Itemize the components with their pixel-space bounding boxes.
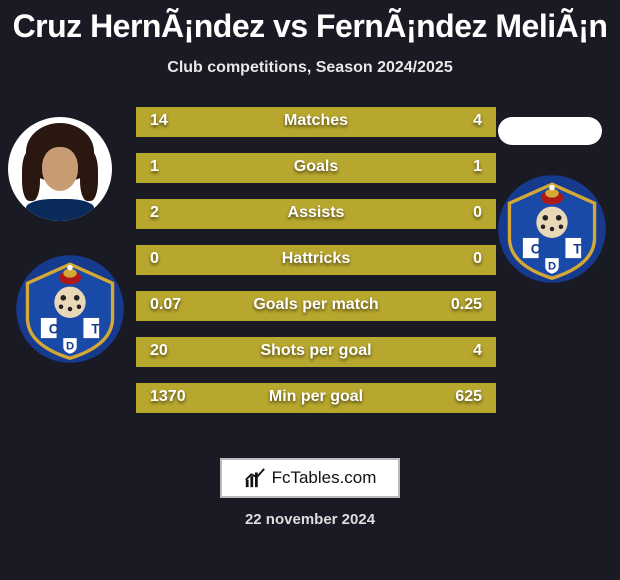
stat-value-right: 0 bbox=[473, 250, 482, 268]
page-subtitle: Club competitions, Season 2024/2025 bbox=[0, 59, 620, 77]
club-left-badge: C T D bbox=[14, 253, 126, 365]
branding-badge: FcTables.com bbox=[220, 458, 400, 498]
svg-text:D: D bbox=[548, 260, 556, 272]
page-title: Cruz HernÃ¡ndez vs FernÃ¡ndez MeliÃ¡n bbox=[0, 0, 620, 45]
stat-label: Min per goal bbox=[136, 388, 496, 406]
shield-icon: C T D bbox=[14, 253, 126, 365]
branding-text: FcTables.com bbox=[272, 468, 377, 488]
stat-value-right: 4 bbox=[473, 112, 482, 130]
player-left-avatar bbox=[8, 117, 112, 221]
stat-value-right: 1 bbox=[473, 158, 482, 176]
svg-text:C: C bbox=[531, 242, 541, 257]
stat-label: Matches bbox=[136, 112, 496, 130]
stat-row: 1Goals1 bbox=[136, 153, 496, 183]
player-right-avatar bbox=[498, 117, 602, 145]
stat-label: Goals per match bbox=[136, 296, 496, 314]
stat-value-right: 625 bbox=[455, 388, 482, 406]
shield-icon: C T D bbox=[496, 173, 608, 285]
svg-text:C: C bbox=[49, 322, 59, 337]
stat-row: 20Shots per goal4 bbox=[136, 337, 496, 367]
stat-row: 0Hattricks0 bbox=[136, 245, 496, 275]
stat-row: 14Matches4 bbox=[136, 107, 496, 137]
stat-row: 0.07Goals per match0.25 bbox=[136, 291, 496, 321]
svg-text:T: T bbox=[91, 322, 100, 337]
stat-label: Goals bbox=[136, 158, 496, 176]
chart-icon bbox=[244, 467, 266, 489]
stats-table: 14Matches41Goals12Assists00Hattricks00.0… bbox=[136, 107, 496, 429]
svg-text:T: T bbox=[573, 242, 582, 257]
svg-text:D: D bbox=[66, 340, 74, 352]
stat-row: 1370Min per goal625 bbox=[136, 383, 496, 413]
footer-date: 22 november 2024 bbox=[0, 511, 620, 528]
stat-label: Assists bbox=[136, 204, 496, 222]
stat-label: Hattricks bbox=[136, 250, 496, 268]
stat-label: Shots per goal bbox=[136, 342, 496, 360]
stat-value-right: 4 bbox=[473, 342, 482, 360]
stat-row: 2Assists0 bbox=[136, 199, 496, 229]
stat-value-right: 0.25 bbox=[451, 296, 482, 314]
stat-value-right: 0 bbox=[473, 204, 482, 222]
club-right-badge: C T D bbox=[496, 173, 608, 285]
